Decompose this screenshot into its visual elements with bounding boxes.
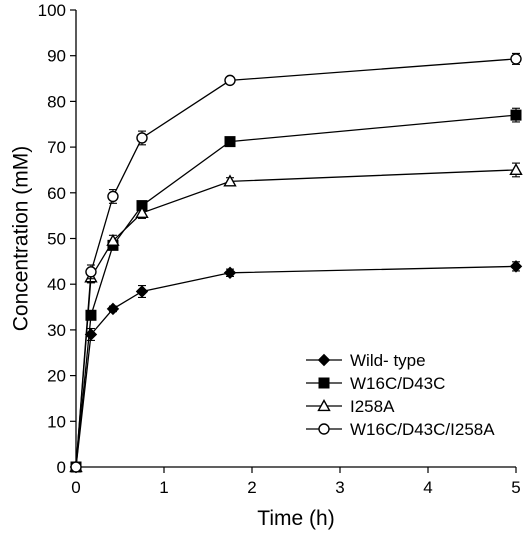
y-tick-label: 80 [47, 92, 66, 111]
x-tick-label: 2 [247, 478, 256, 497]
data-point [106, 302, 120, 316]
legend-marker [317, 353, 331, 367]
series-line [75, 58, 517, 468]
y-tick-label: 0 [57, 458, 66, 477]
x-tick-label: 0 [71, 478, 80, 497]
data-point [510, 53, 522, 65]
y-axis-title: Concentration (mM) [10, 146, 33, 332]
data-point [224, 74, 236, 87]
data-point [223, 174, 237, 187]
legend-marker [318, 377, 330, 389]
legend-item-3: I258A [306, 397, 395, 416]
series-line [75, 114, 517, 468]
series-group [69, 52, 523, 474]
y-tick-label: 70 [47, 138, 66, 157]
legend-marker [317, 399, 331, 412]
data-point [107, 190, 119, 203]
x-tick-label: 5 [511, 478, 520, 497]
x-tick-label: 4 [423, 478, 432, 497]
legend-marker [318, 423, 330, 435]
data-point [224, 136, 236, 148]
legend-item-4: W16C/D43C/I258A [306, 420, 495, 439]
y-tick-label: 20 [47, 367, 66, 386]
series-1 [69, 260, 523, 474]
legend-label: W16C/D43C/I258A [350, 420, 495, 439]
series-line [75, 265, 517, 468]
data-point [70, 461, 82, 473]
data-point [85, 309, 97, 321]
legend-label: I258A [350, 397, 395, 416]
legend: Wild- type W16C/D43C I258A W16C/D43C/I258A [306, 351, 495, 439]
x-tick-label: 1 [159, 478, 168, 497]
series-4 [70, 52, 522, 473]
data-point [135, 205, 149, 219]
data-point [509, 163, 523, 176]
data-point [85, 266, 97, 278]
y-tick-label: 40 [47, 275, 66, 294]
legend-item-2: W16C/D43C [306, 374, 445, 393]
data-point [106, 233, 120, 246]
data-point [136, 132, 148, 144]
y-tick-label: 30 [47, 321, 66, 340]
data-point [510, 109, 522, 121]
data-point [509, 260, 523, 273]
data-point [223, 266, 237, 279]
ticks: 0 10 20 30 40 50 60 70 80 90 100 0 1 2 3 4 5 [38, 1, 521, 497]
legend-label: Wild- type [350, 351, 426, 370]
x-axis-title: Time (h) [257, 507, 334, 530]
data-point [135, 285, 149, 298]
y-tick-label: 10 [47, 412, 66, 431]
axes [75, 10, 516, 468]
y-tick-label: 90 [47, 47, 66, 66]
y-tick-label: 60 [47, 184, 66, 203]
y-tick-label: 50 [47, 230, 66, 249]
x-tick-label: 3 [335, 478, 344, 497]
legend-label: W16C/D43C [350, 374, 445, 393]
y-tick-label: 100 [38, 1, 66, 20]
legend-item-1: Wild- type [306, 351, 426, 370]
